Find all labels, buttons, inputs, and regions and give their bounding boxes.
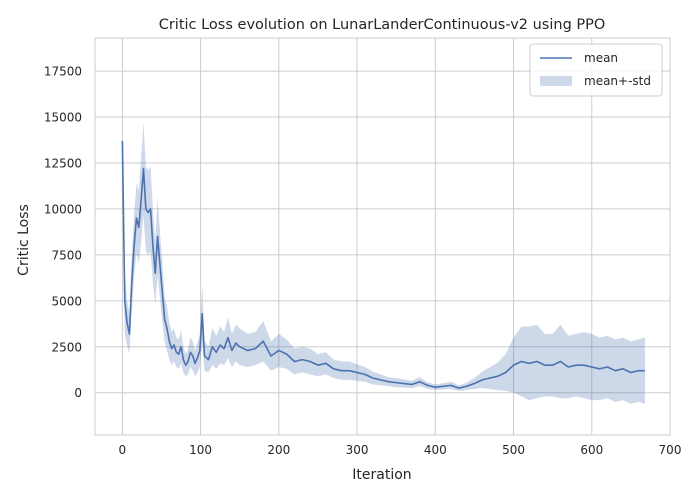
y-tick-label: 10000 [44,202,82,216]
y-tick-label: 2500 [51,340,82,354]
mean-line [121,140,645,389]
x-tick-labels: 0 100 200 300 400 500 600 700 [119,443,682,457]
chart-title: Critic Loss evolution on LunarLanderCont… [159,17,606,33]
x-tick-label: 700 [659,443,682,457]
mean-line-layer [121,140,645,389]
legend-box [529,43,663,97]
x-tick-label: 500 [502,443,525,457]
y-tick-label: 5000 [51,294,82,308]
y-axis-title: Critic Loss [16,204,32,276]
plot-area [95,38,670,435]
x-tick-label: 300 [346,443,369,457]
x-tick-label: 600 [580,443,603,457]
x-tick-label: 200 [267,443,290,457]
y-tick-label: 7500 [51,248,82,262]
x-tick-label: 400 [424,443,447,457]
plot-frame [94,37,671,436]
std-band [122,122,645,404]
y-tick-label: 15000 [44,111,82,125]
x-axis-title: Iteration [352,467,411,483]
legend-std-swatch [540,76,572,86]
y-tick-label: 17500 [44,65,82,79]
legend: mean mean+-std [529,43,663,97]
y-tick-label: 0 [74,386,82,400]
std-band-layer [122,122,645,404]
y-tick-label: 12500 [44,156,82,170]
x-tick-label: 0 [119,443,127,457]
y-tick-labels: 0 2500 5000 7500 10000 12500 15000 17500 [44,65,82,401]
x-tick-label: 100 [189,443,212,457]
legend-std-label: mean+-std [584,74,651,88]
legend-mean-label: mean [584,51,618,65]
